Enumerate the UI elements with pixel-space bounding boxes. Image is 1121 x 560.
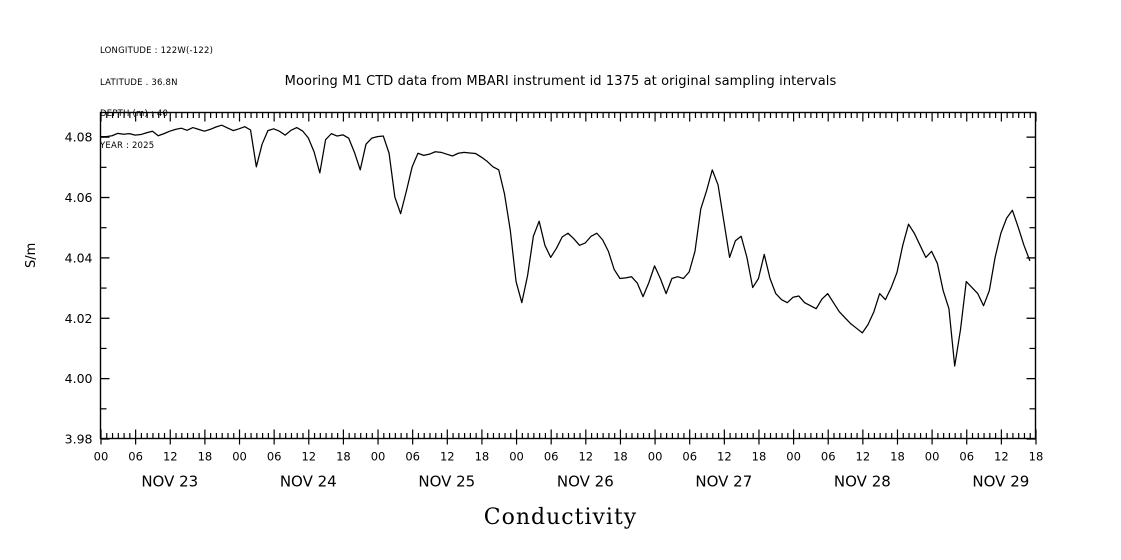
x-hour-tick-label: 00 [371,450,386,464]
x-axis-ticks [100,112,1037,445]
x-axis-hour-labels: 00 06 12 18 00 06 12 18 00 06 12 18 00 06 12 18 00 06 12 18… [94,450,1044,464]
x-hour-tick-label: 06 [544,450,559,464]
x-hour-tick-label: 00 [786,450,801,464]
x-day-tick-label: NOV 26 [557,473,614,491]
x-hour-tick-label: 00 [232,450,247,464]
x-hour-tick-label: 12 [856,450,871,464]
x-hour-tick-label: 00 [94,450,109,464]
conductivity-data-line [99,124,1031,367]
y-tick-label: 4.00 [65,371,93,386]
y-tick-label: 3.98 [65,432,93,447]
x-day-tick-label: NOV 25 [418,473,475,491]
x-axis-day-labels: NOV 23 NOV 24 NOV 25 NOV 26 NOV 27 NOV 28 NOV … [141,473,1029,491]
y-axis-tick-labels: 3.98 4.00 4.02 4.04 4.06 4.08 [65,130,93,447]
x-hour-tick-label: 18 [475,450,490,464]
x-hour-tick-label: 06 [821,450,836,464]
x-hour-tick-label: 06 [267,450,282,464]
x-hour-tick-label: 06 [682,450,697,464]
x-hour-tick-label: 12 [994,450,1009,464]
x-day-tick-label: NOV 24 [280,473,337,491]
x-hour-tick-label: 18 [890,450,905,464]
x-hour-tick-label: 06 [405,450,420,464]
metadata-latitude: LATITUDE . 36.8N [100,77,178,88]
x-hour-tick-label: 00 [509,450,524,464]
y-tick-label: 4.04 [65,250,93,265]
x-hour-tick-label: 12 [440,450,455,464]
x-hour-tick-label: 18 [613,450,628,464]
x-hour-tick-label: 18 [198,450,213,464]
x-hour-tick-label: 12 [301,450,316,464]
y-tick-label: 4.02 [65,311,93,326]
x-day-tick-label: NOV 27 [695,473,752,491]
x-hour-tick-label: 00 [648,450,663,464]
metadata-year: YEAR : 2025 [100,140,155,151]
chart-title: Mooring M1 CTD data from MBARI instrumen… [284,74,837,89]
x-hour-tick-label: 12 [717,450,732,464]
x-hour-tick-label: 12 [163,450,178,464]
y-tick-label: 4.06 [65,190,93,205]
x-day-tick-label: NOV 28 [834,473,891,491]
x-hour-tick-label: 18 [752,450,767,464]
metadata-longitude: LONGITUDE : 122W(-122) [100,46,214,56]
x-hour-tick-label: 06 [959,450,974,464]
y-axis-ticks [100,136,1036,440]
x-day-tick-label: NOV 23 [141,473,198,491]
x-hour-tick-label: 00 [925,450,940,464]
x-day-tick-label: NOV 29 [972,473,1029,491]
y-tick-label: 4.08 [65,130,93,145]
x-hour-tick-label: 18 [336,450,351,464]
x-hour-tick-label: 18 [1029,450,1044,464]
x-axis-title: Conductivity [483,505,638,530]
metadata-block: LONGITUDE : 122W(-122) LATITUDE . 36.8N … [100,25,213,162]
x-hour-tick-label: 12 [578,450,593,464]
x-hour-tick-label: 06 [128,450,143,464]
